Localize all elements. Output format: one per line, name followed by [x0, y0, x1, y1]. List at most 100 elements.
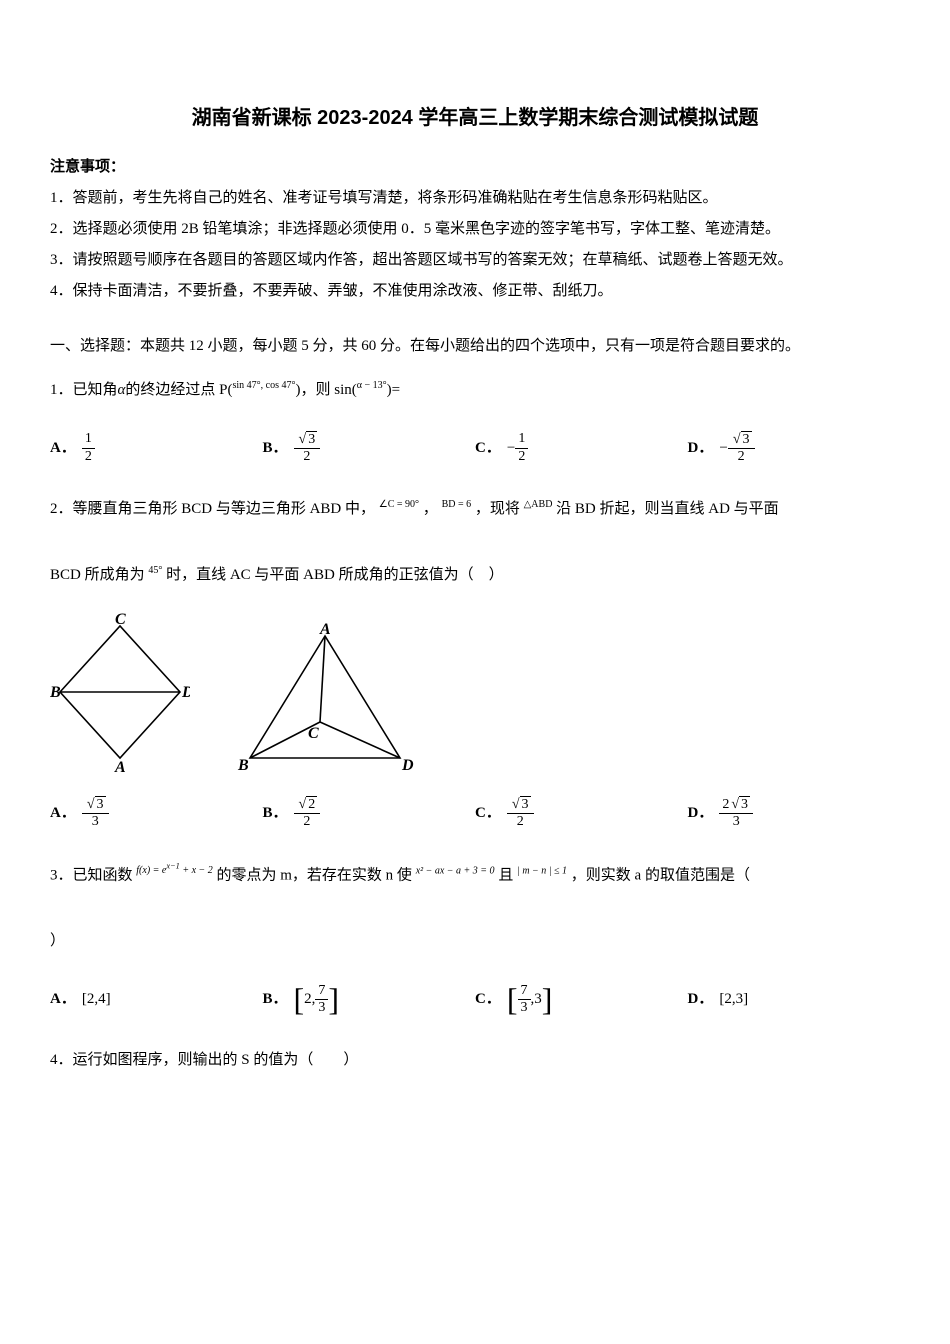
- frac-num: 1: [82, 431, 95, 448]
- notice-item-4: 4．保持卡面清洁，不要折叠，不要弄破、弄皱，不准使用涂改液、修正带、刮纸刀。: [50, 278, 900, 305]
- q3-fx: f(x) = ex−1 + x − 2: [136, 865, 213, 876]
- frac-den: 3: [730, 814, 743, 830]
- question-1: 1．已知角α的终边经过点 P(sin 47°, cos 47°)，则 sin(α…: [50, 374, 900, 469]
- q3-text: 3．已知函数: [50, 867, 133, 883]
- q2-diagram-right: A B D C: [230, 622, 420, 772]
- q3-abs: | m − n | ≤ 1: [517, 865, 567, 876]
- frac-den: 2: [515, 449, 528, 465]
- q3-text: ）: [50, 933, 65, 949]
- frac-den: 2: [300, 814, 313, 830]
- frac-num: 2: [294, 796, 321, 814]
- option-label: D．: [688, 432, 714, 465]
- q2-option-A: A． 3 3: [50, 792, 263, 834]
- bracket-left: [: [507, 987, 518, 1013]
- vertex-B: B: [237, 757, 249, 772]
- interval: [2,3]: [719, 983, 748, 1016]
- q3-text: 的零点为 m，若存在实数 n 使: [217, 867, 412, 883]
- frac-num: 23: [719, 796, 753, 814]
- option-label: B．: [263, 983, 288, 1016]
- q2-stem: 2．等腰直角三角形 BCD 与等边三角形 ABD 中， ∠C = 90° ， B…: [50, 493, 900, 592]
- interval-left: 2: [304, 983, 312, 1016]
- frac-num: 3: [507, 796, 534, 814]
- frac-den: 2: [514, 814, 527, 830]
- q2-options: A． 3 3 B． 2 2 C． 3 2 D． 23 3: [50, 792, 900, 834]
- frac-den: 3: [315, 1000, 328, 1016]
- q2-text: 时，直线 AC 与平面 ABD 所成角的正弦值为（ ）: [166, 567, 504, 583]
- frac-num: 1: [515, 431, 528, 448]
- q2-text: ，现将: [475, 501, 520, 517]
- q1-arg: α − 13°: [357, 380, 387, 391]
- bracket-left: [: [294, 987, 305, 1013]
- q2-option-C: C． 3 2: [475, 792, 688, 834]
- option-label: C．: [475, 983, 501, 1016]
- vertex-C: C: [115, 612, 126, 628]
- q2-tri: △ABD: [524, 499, 553, 510]
- vertex-C: C: [308, 725, 319, 742]
- q2-diagrams: B D C A A B D C: [50, 612, 900, 772]
- q1-text: 1．已知角: [50, 382, 118, 398]
- q3-option-A: A． [2,4]: [50, 978, 263, 1020]
- q1-options: A． 1 2 B． 3 2 C． − 1 2 D． − 3: [50, 427, 900, 469]
- option-label: D．: [688, 983, 714, 1016]
- q1-point: sin 47°, cos 47°: [232, 380, 295, 391]
- bracket-right: ]: [542, 987, 553, 1013]
- neg-sign: −: [507, 432, 515, 465]
- q1-text: )，则 sin(: [295, 382, 356, 398]
- option-label: A．: [50, 797, 76, 830]
- question-2: 2．等腰直角三角形 BCD 与等边三角形 ABD 中， ∠C = 90° ， B…: [50, 493, 900, 834]
- frac-num: 7: [518, 983, 531, 1000]
- q3-option-B: B． [ 2, 7 3 ]: [263, 978, 476, 1020]
- interval-right: 3: [534, 983, 542, 1016]
- bracket-right: ]: [328, 987, 339, 1013]
- q1-text: 的终边经过点 P(: [125, 382, 232, 398]
- q2-text: BCD 所成角为: [50, 567, 145, 583]
- q1-option-A: A． 1 2: [50, 427, 263, 469]
- q2-option-D: D． 23 3: [688, 792, 901, 834]
- frac-den: 2: [82, 449, 95, 465]
- q2-angleC: ∠C = 90°: [379, 499, 419, 510]
- q3-text: ，则实数 a 的取值范围是（: [571, 867, 750, 883]
- vertex-A: A: [114, 759, 126, 772]
- section-1-header: 一、选择题：本题共 12 小题，每小题 5 分，共 60 分。在每小题给出的四个…: [50, 333, 900, 360]
- q2-option-B: B． 2 2: [263, 792, 476, 834]
- q3-option-C: C． [ 7 3 , 3 ]: [475, 978, 688, 1020]
- frac-den: 2: [735, 449, 748, 465]
- q2-text: 沿 BD 折起，则当直线 AD 与平面: [556, 501, 779, 517]
- q4-stem: 4．运行如图程序，则输出的 S 的值为（ ）: [50, 1044, 900, 1077]
- q1-option-C: C． − 1 2: [475, 427, 688, 469]
- frac-num: 3: [82, 796, 109, 814]
- q3-stem: 3．已知函数 f(x) = ex−1 + x − 2 的零点为 m，若存在实数 …: [50, 858, 900, 958]
- q2-BD: BD = 6: [442, 499, 472, 510]
- q3-options: A． [2,4] B． [ 2, 7 3 ] C． [ 7 3 ,: [50, 978, 900, 1020]
- frac-den: 2: [300, 449, 313, 465]
- q2-diagram-left: B D C A: [50, 612, 190, 772]
- vertex-D: D: [181, 684, 190, 701]
- notice-item-1: 1．答题前，考生先将自己的姓名、准考证号填写清楚，将条形码准确粘贴在考生信息条形…: [50, 185, 900, 212]
- notice-header: 注意事项：: [50, 154, 900, 181]
- vertex-A: A: [319, 622, 331, 638]
- option-label: D．: [688, 797, 714, 830]
- frac-den: 3: [518, 1000, 531, 1016]
- vertex-D: D: [401, 757, 414, 772]
- q3-text: 且: [498, 867, 513, 883]
- vertex-B: B: [50, 684, 61, 701]
- option-label: C．: [475, 432, 501, 465]
- q1-option-D: D． − 3 2: [688, 427, 901, 469]
- notice-item-2: 2．选择题必须使用 2B 铅笔填涂；非选择题必须使用 0．5 毫米黑色字迹的签字…: [50, 216, 900, 243]
- q2-angle45: 45°: [148, 565, 162, 576]
- option-label: C．: [475, 797, 501, 830]
- option-label: A．: [50, 432, 76, 465]
- question-4: 4．运行如图程序，则输出的 S 的值为（ ）: [50, 1044, 900, 1077]
- frac-num: 7: [315, 983, 328, 1000]
- q1-stem: 1．已知角α的终边经过点 P(sin 47°, cos 47°)，则 sin(α…: [50, 374, 900, 407]
- q2-text: ，: [423, 501, 438, 517]
- q1-text: )=: [387, 382, 400, 398]
- q1-option-B: B． 3 2: [263, 427, 476, 469]
- option-label: A．: [50, 983, 76, 1016]
- notice-item-3: 3．请按照题号顺序在各题目的答题区域内作答，超出答题区域书写的答案无效；在草稿纸…: [50, 247, 900, 274]
- neg-sign: −: [719, 432, 727, 465]
- frac-den: 3: [89, 814, 102, 830]
- q2-text: 2．等腰直角三角形 BCD 与等边三角形 ABD 中，: [50, 501, 375, 517]
- q3-eq: x² − ax − a + 3 = 0: [416, 865, 495, 876]
- option-label: B．: [263, 432, 288, 465]
